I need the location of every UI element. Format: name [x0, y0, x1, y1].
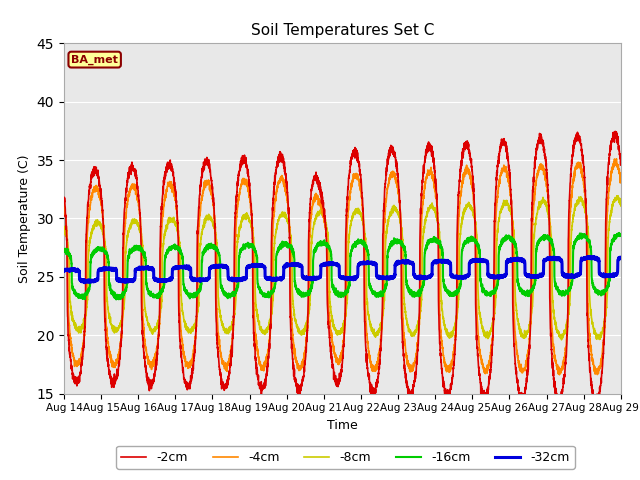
X-axis label: Time: Time	[327, 419, 358, 432]
Legend: -2cm, -4cm, -8cm, -16cm, -32cm: -2cm, -4cm, -8cm, -16cm, -32cm	[116, 446, 575, 469]
Y-axis label: Soil Temperature (C): Soil Temperature (C)	[18, 154, 31, 283]
Text: BA_met: BA_met	[71, 54, 118, 65]
Title: Soil Temperatures Set C: Soil Temperatures Set C	[251, 23, 434, 38]
